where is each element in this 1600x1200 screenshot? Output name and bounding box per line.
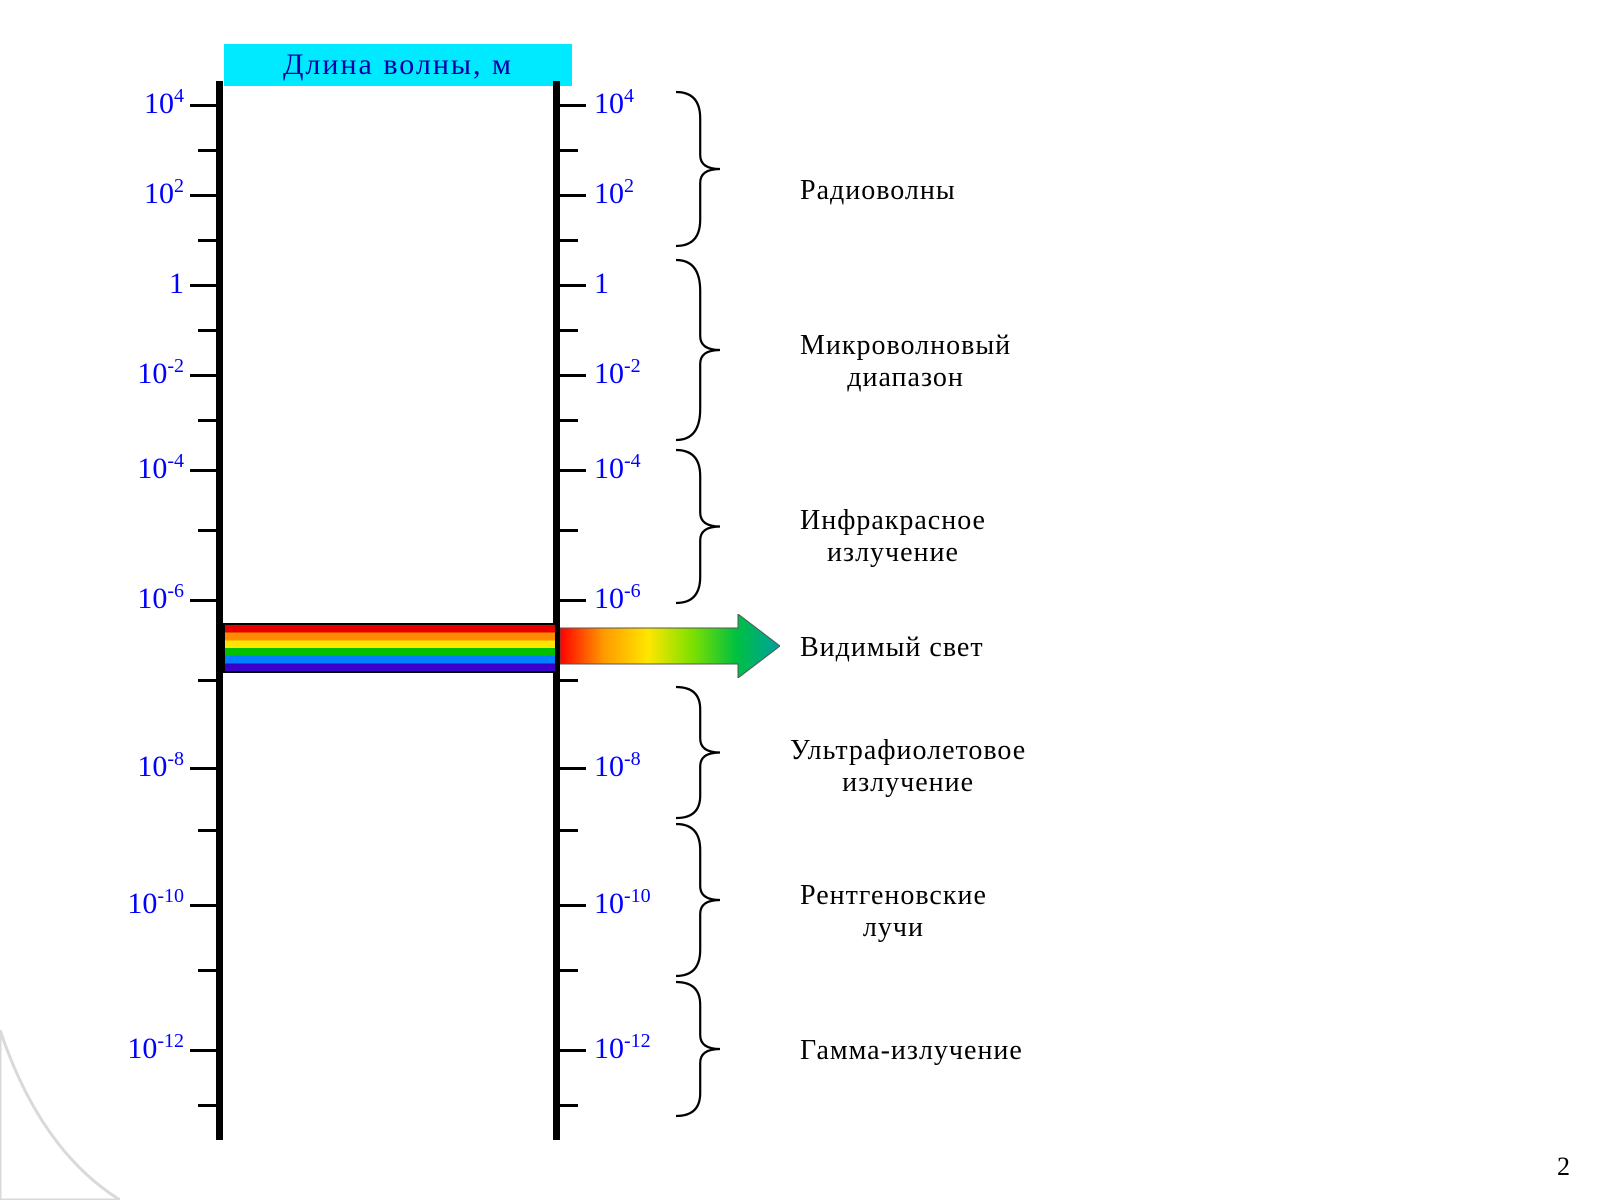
scale-label: 10-4	[594, 452, 641, 486]
tick	[560, 1049, 586, 1052]
scale-label: 102	[594, 177, 634, 211]
brace	[676, 980, 720, 1118]
tick	[198, 1104, 216, 1107]
page-number: 2	[1557, 1152, 1570, 1182]
scale-label: 10-12	[594, 1032, 651, 1066]
scale-label: 10-12	[127, 1032, 184, 1066]
tick	[190, 1049, 216, 1052]
tick	[560, 194, 586, 197]
scale-label: 10-6	[594, 582, 641, 616]
band-label: Ультрафиолетовоеизлучение	[790, 735, 1026, 799]
scale-label: 10-10	[127, 887, 184, 921]
brace	[676, 822, 720, 978]
scale-label: 104	[144, 87, 184, 121]
tick	[560, 149, 578, 152]
tick	[198, 969, 216, 972]
tick	[198, 149, 216, 152]
diagram-title: Длина волны, м	[224, 44, 572, 86]
scale-label: 10-10	[594, 887, 651, 921]
scale-label: 1	[594, 267, 609, 301]
tick	[190, 104, 216, 107]
tick	[198, 529, 216, 532]
scale-label: 10-2	[137, 357, 184, 391]
scale-label: 10-8	[594, 750, 641, 784]
tick	[190, 284, 216, 287]
tick	[190, 194, 216, 197]
tick	[198, 829, 216, 832]
scale-label: 10-2	[594, 357, 641, 391]
band-label: Рентгеновскиелучи	[800, 880, 987, 944]
tick	[560, 904, 586, 907]
axis-right	[553, 81, 560, 1140]
brace	[676, 448, 720, 605]
tick	[190, 767, 216, 770]
tick	[190, 599, 216, 602]
tick	[560, 969, 578, 972]
tick	[560, 1104, 578, 1107]
axis-left	[216, 81, 223, 1140]
corner-decoration	[0, 1030, 120, 1200]
visible-light-arrow	[560, 614, 780, 683]
scale-label: 1	[169, 267, 184, 301]
scale-label: 102	[144, 177, 184, 211]
tick	[190, 374, 216, 377]
scale-label: 10-8	[137, 750, 184, 784]
tick	[560, 239, 578, 242]
brace	[676, 90, 720, 248]
tick	[190, 469, 216, 472]
tick	[560, 104, 586, 107]
band-label: Инфракрасноеизлучение	[800, 505, 986, 569]
band-label: Видимый свет	[800, 632, 984, 664]
tick	[190, 904, 216, 907]
band-label: Микроволновыйдиапазон	[800, 330, 1011, 394]
tick	[560, 419, 578, 422]
tick	[560, 374, 586, 377]
brace	[676, 685, 720, 820]
tick	[560, 767, 586, 770]
scale-label: 104	[594, 87, 634, 121]
tick	[560, 529, 578, 532]
tick	[560, 829, 578, 832]
tick	[560, 329, 578, 332]
page: { "title": "Длина волны, м", "page_numbe…	[0, 0, 1600, 1200]
tick	[198, 419, 216, 422]
band-label: Гамма-излучение	[800, 1035, 1023, 1067]
tick	[198, 679, 216, 682]
tick	[560, 469, 586, 472]
tick	[198, 239, 216, 242]
band-label: Радиоволны	[800, 175, 956, 207]
tick	[560, 284, 586, 287]
scale-label: 10-6	[137, 582, 184, 616]
brace	[676, 258, 720, 442]
scale-label: 10-4	[137, 452, 184, 486]
visible-spectrum-band	[223, 623, 557, 673]
tick	[560, 599, 586, 602]
tick	[198, 329, 216, 332]
